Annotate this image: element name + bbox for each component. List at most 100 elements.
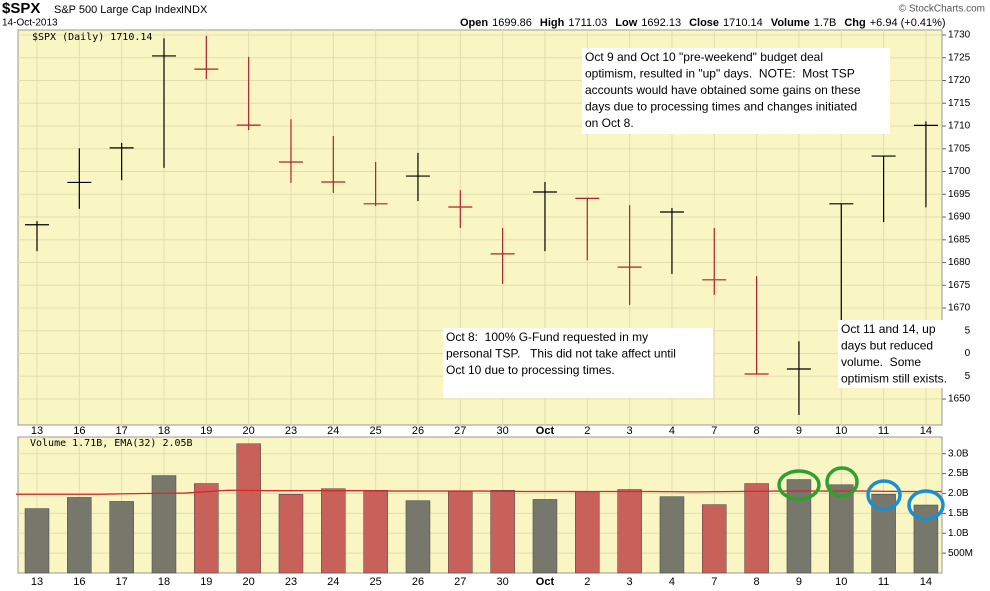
y-tick-label: 1690 [948, 212, 971, 223]
annotation-text: Oct 10 due to processing times. [446, 363, 615, 377]
volume-bar [702, 504, 727, 574]
volume-bar [532, 499, 558, 574]
x-tick-label: 9 [796, 576, 802, 588]
quote-value: 1710.14 [723, 17, 763, 29]
x-tick-label: Oct [536, 425, 555, 437]
credit: © StockCharts.com [899, 4, 985, 15]
chart-date: 14-Oct-2013 [2, 18, 58, 29]
x-tick-label: 10 [835, 425, 847, 437]
x-tick-label: 17 [116, 425, 128, 437]
x-tick-label: 20 [243, 425, 255, 437]
x-tick-label: 4 [669, 576, 675, 588]
quote-value: +6.94 (+0.41%) [870, 17, 946, 29]
ema-line [16, 489, 942, 495]
y-tick-label: 1705 [948, 143, 971, 154]
highlight-circle [825, 466, 859, 498]
volume-bar [744, 483, 769, 574]
volume-bar [194, 483, 219, 574]
x-tick-label: 13 [31, 576, 43, 588]
volume-bar [363, 490, 388, 574]
volume-bar [490, 490, 515, 574]
annotation-text: personal TSP. This did not take affect u… [446, 347, 676, 361]
y-tick-label: 1725 [948, 52, 971, 63]
x-tick-label: 17 [116, 576, 128, 588]
x-tick-label: 26 [412, 576, 424, 588]
annotation-text: days due to processing times and changes… [585, 100, 857, 114]
x-tick-label: 14 [920, 425, 932, 437]
quote-value: 1.7B [814, 17, 837, 29]
x-tick-label: 24 [327, 576, 339, 588]
x-tick-label: 23 [285, 576, 297, 588]
quote-label: Low [615, 17, 637, 29]
y-tick-label: 1680 [948, 257, 971, 268]
x-tick-label: 19 [200, 425, 212, 437]
highlight-circle [866, 479, 902, 511]
exchange: INDX [181, 4, 208, 16]
x-tick-label: 23 [285, 425, 297, 437]
volume-bar [67, 497, 92, 574]
y-tick-label: 1730 [948, 30, 971, 41]
volume-bar [109, 501, 134, 574]
highlight-circle [907, 489, 945, 521]
volume-bar [659, 496, 685, 574]
annotation-text: Oct 11 and 14, up [841, 322, 936, 336]
quote-label: Chg [844, 17, 865, 29]
volume-legend: Volume 1.71B, EMA(32) 2.05B [30, 438, 193, 449]
annotation-box [443, 328, 713, 398]
quote-label: High [540, 17, 565, 29]
x-tick-label: 13 [31, 425, 43, 437]
x-tick-label: 25 [370, 425, 382, 437]
quote-value: 1692.13 [641, 17, 681, 29]
x-tick-label: 10 [835, 576, 847, 588]
y-tick-label: 1695 [948, 189, 971, 200]
x-tick-label: 3 [627, 425, 633, 437]
x-tick-label: 27 [454, 576, 466, 588]
quote-value: 1699.86 [492, 17, 532, 29]
annotation-text: optimism, resulted in "up" days. NOTE: M… [585, 67, 855, 81]
x-tick-label: 11 [878, 576, 889, 588]
y-tick-label: 1.0B [948, 528, 969, 539]
price-legend: $SPX (Daily) 1710.14 [32, 32, 152, 43]
y-tick-label: 1700 [948, 166, 971, 177]
volume-bar [24, 508, 50, 574]
annotation-text: Oct 8: 100% G-Fund requested in my [446, 330, 648, 344]
highlight-circle [777, 469, 821, 501]
volume-bar [575, 491, 600, 574]
y-tick-label: 500M [948, 548, 973, 559]
volume-bar [151, 475, 177, 574]
chart-subtitle: S&P 500 Large Cap Index [54, 4, 182, 16]
volume-bar [829, 484, 854, 574]
x-tick-label: 8 [754, 425, 760, 437]
x-tick-label: 25 [370, 576, 382, 588]
y-tick-label: 1685 [948, 234, 971, 245]
quote-label: Close [689, 17, 719, 29]
y-tick-label: 1675 [948, 280, 971, 291]
y-tick-label: 3.0B [948, 448, 969, 459]
x-tick-label: 30 [497, 425, 509, 437]
x-tick-label: 16 [73, 576, 85, 588]
x-tick-label: 16 [73, 425, 85, 437]
volume-bar [448, 491, 473, 574]
x-tick-label: 27 [454, 425, 466, 437]
y-tick-label: 1715 [948, 98, 971, 109]
quote-label: Open [460, 17, 488, 29]
annotation-text: days but reduced [841, 339, 933, 353]
x-tick-label: 7 [711, 425, 717, 437]
volume-bar [405, 500, 431, 574]
volume-bar [321, 488, 346, 574]
x-tick-label: 26 [412, 425, 424, 437]
quote-label: Volume [771, 17, 810, 29]
x-tick-label: 11 [878, 425, 889, 437]
annotation-text: optimism still exists. [841, 372, 947, 386]
x-tick-label: 20 [243, 576, 255, 588]
volume-bar [278, 494, 304, 574]
x-tick-label: 3 [627, 576, 633, 588]
annotation-box [838, 320, 965, 388]
chart-title: $SPX [2, 0, 40, 17]
quote: Open 1699.86 High 1711.03 Low 1692.13 Close 171… [460, 17, 946, 29]
x-tick-label: 18 [158, 576, 170, 588]
x-tick-label: 14 [920, 576, 932, 588]
annotation-box [582, 48, 890, 134]
